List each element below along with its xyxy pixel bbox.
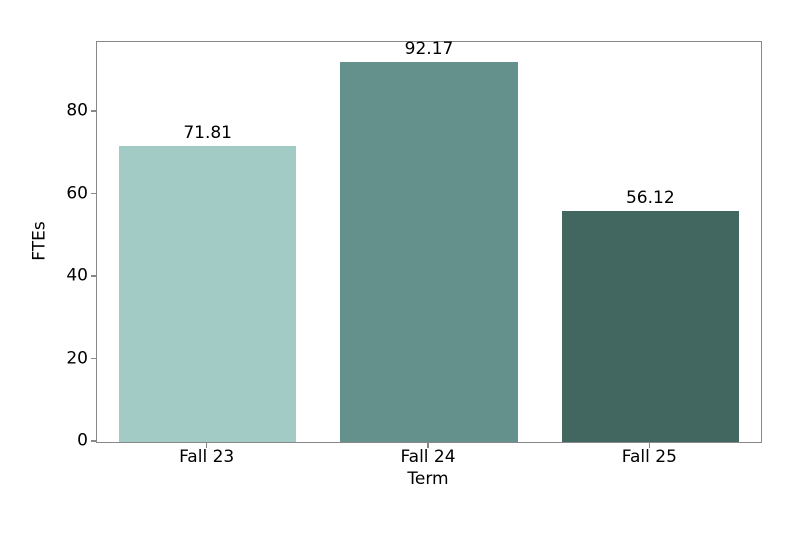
x-tick-label: Fall 24	[400, 447, 456, 467]
y-tick-label: 20	[66, 348, 88, 369]
y-tick-mark	[91, 440, 96, 442]
x-tick-label: Fall 23	[179, 447, 235, 467]
x-tick-mark	[427, 443, 429, 448]
plot-area: 71.81 92.17 56.12	[96, 41, 762, 443]
y-tick-mark	[91, 275, 96, 277]
y-tick-label: 80	[66, 100, 88, 121]
x-tick-mark	[648, 443, 651, 448]
x-tick-label: Fall 25	[621, 447, 677, 467]
bar-value-label: 56.12	[625, 187, 675, 208]
y-tick-label: 40	[66, 265, 88, 286]
y-axis-label: FTEs	[29, 221, 50, 261]
y-tick-label: 60	[66, 183, 88, 204]
bar-fall-25	[561, 210, 739, 442]
bar-value-label: 71.81	[183, 122, 232, 143]
bar-value-label: 92.17	[404, 39, 454, 59]
y-tick-mark	[91, 110, 96, 112]
x-axis-label: Term	[407, 469, 449, 489]
bar-fall-23	[119, 145, 297, 442]
y-tick-mark	[91, 357, 96, 360]
x-tick-mark	[205, 443, 208, 448]
y-tick-mark	[91, 192, 96, 195]
bar-fall-24	[340, 62, 518, 442]
y-tick-label: 0	[77, 430, 88, 451]
